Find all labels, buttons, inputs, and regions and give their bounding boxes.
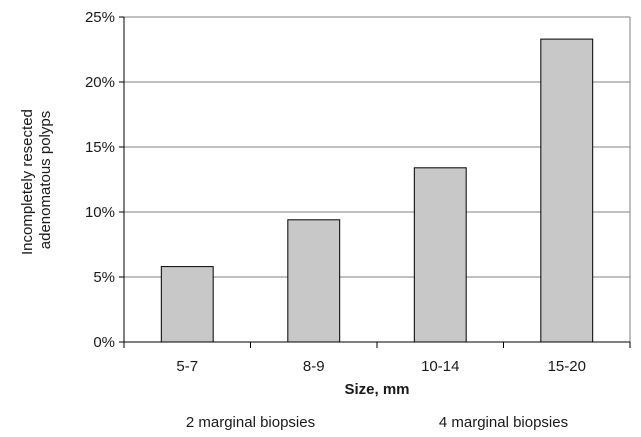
y-tick-label: 10% (85, 204, 115, 221)
x-axis-title: Size, mm (344, 381, 409, 398)
axes (119, 16, 631, 348)
x-tick-label: 15-20 (548, 358, 586, 375)
group-label: 2 marginal biopsies (186, 414, 315, 431)
y-axis-title-line-2: adenomatous polyps (37, 111, 54, 249)
group-label: 4 marginal biopsies (439, 414, 568, 431)
y-tick-label: 20% (85, 74, 115, 91)
y-tick-label: 25% (85, 9, 115, 26)
y-tick-label: 0% (93, 334, 115, 351)
group-labels: 2 marginal biopsies 4 marginal biopsies (186, 414, 568, 431)
bar-8-9 (287, 219, 341, 343)
bar-15-20 (540, 38, 594, 343)
y-tick-label: 15% (85, 139, 115, 156)
x-tick-labels: 5-7 8-9 10-14 15-20 (176, 358, 586, 375)
x-tick-label: 8-9 (303, 358, 325, 375)
x-tick-label: 5-7 (176, 358, 198, 375)
bar-10-14 (413, 167, 467, 343)
y-axis-title: Incompletely resected adenomatous polyps (19, 105, 54, 255)
y-tick-labels: 0% 5% 10% 15% 20% 25% (85, 9, 115, 351)
bar-5-7 (160, 266, 214, 343)
y-tick-label: 5% (93, 269, 115, 286)
bars (160, 38, 594, 343)
x-tick-label: 10-14 (421, 358, 459, 375)
y-axis-title-line-1: Incompletely resected (19, 109, 36, 255)
